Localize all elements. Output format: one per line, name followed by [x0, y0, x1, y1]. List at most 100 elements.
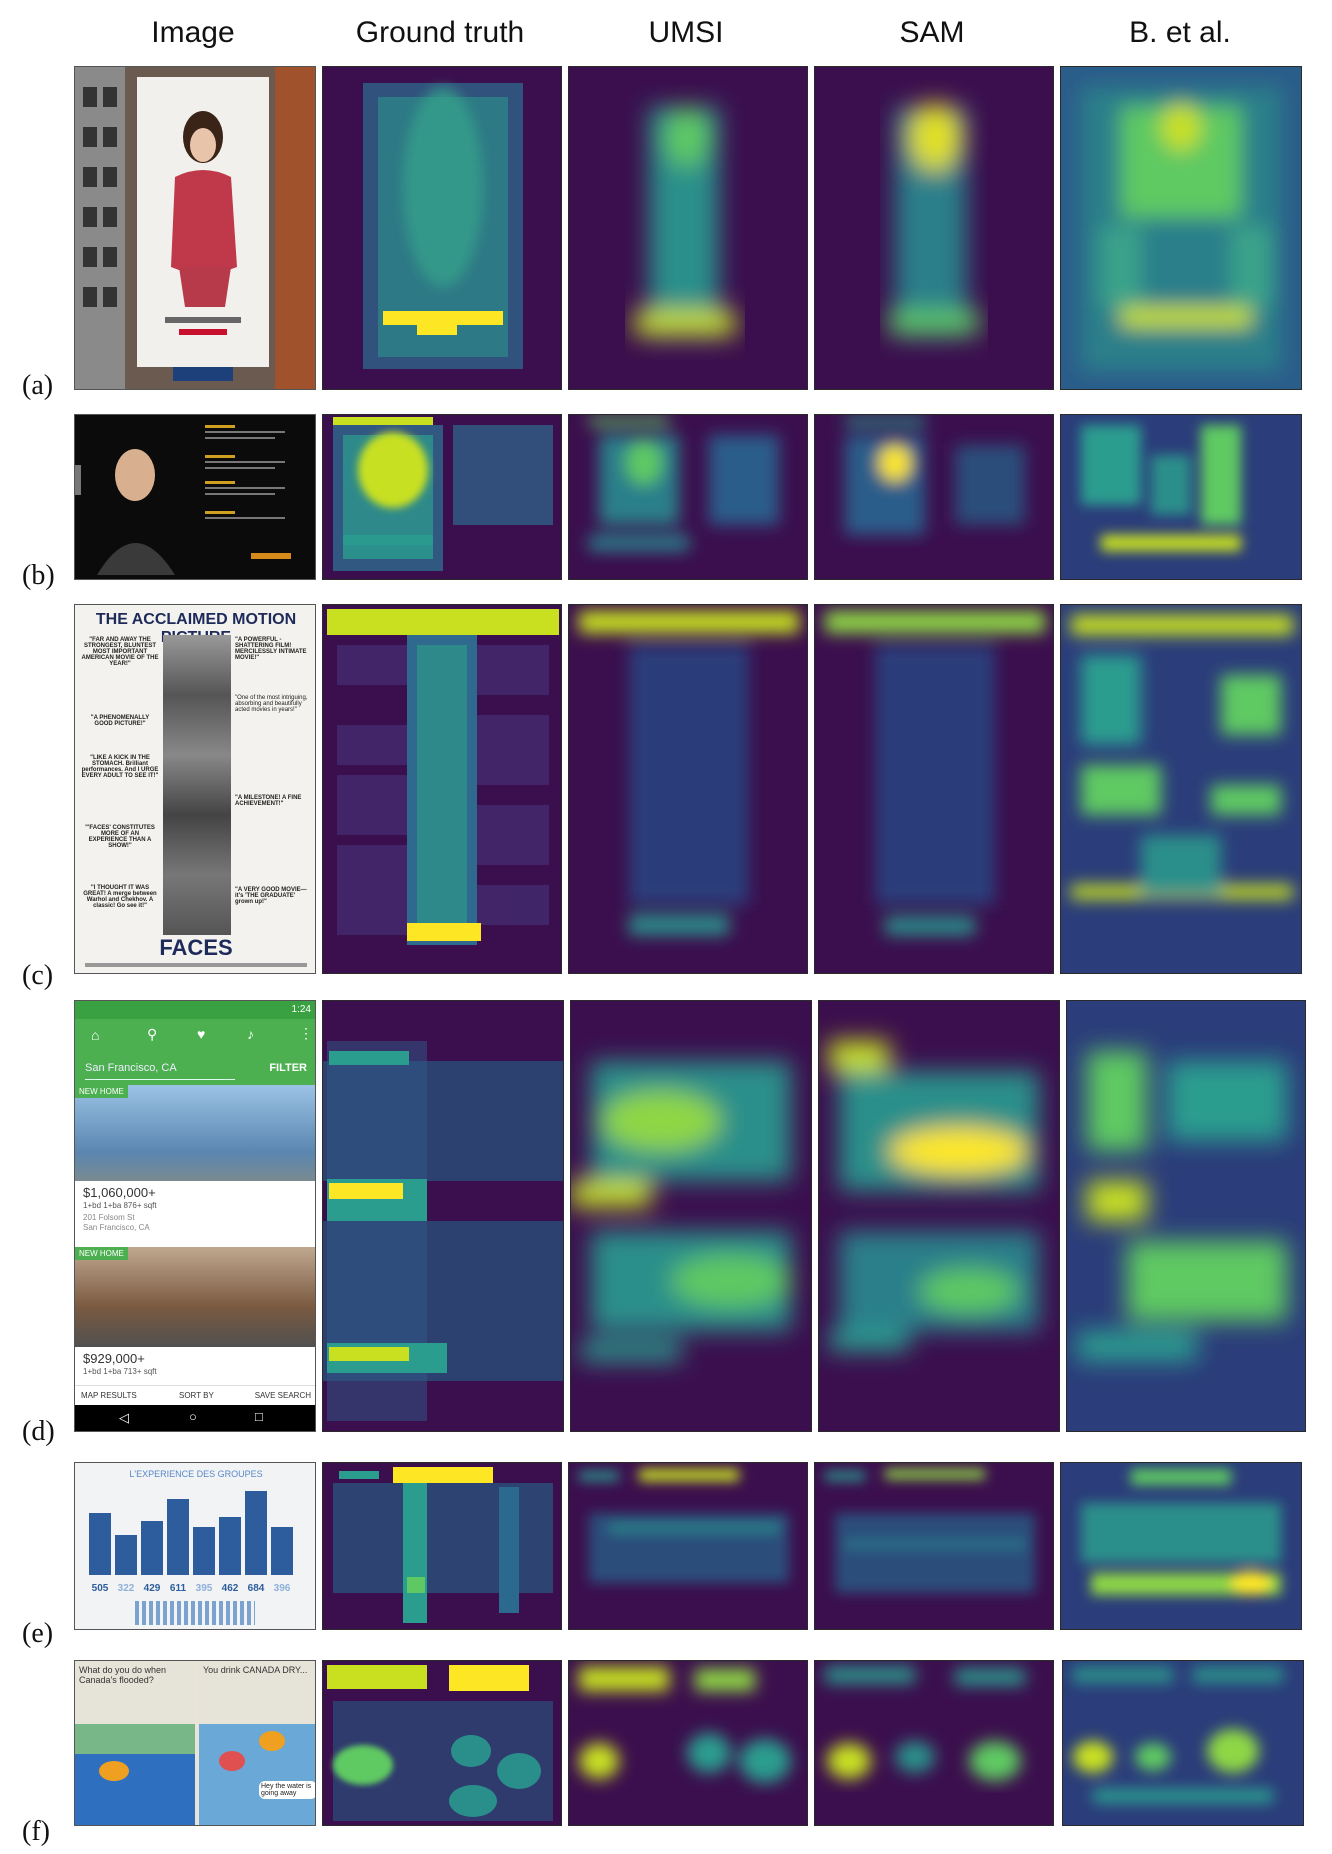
- group-count: 505: [91, 1583, 109, 1594]
- infographic-numbers: 505 322 429 611 395 462 684 396: [87, 1583, 307, 1597]
- poster-credits: [85, 963, 307, 967]
- heatmap-d-sam: [818, 1000, 1060, 1432]
- poster-quote-left-3: "LIKE A KICK IN THE STOMACH. Brilliant p…: [81, 755, 159, 779]
- android-nav-bar: ◁ ○ □: [75, 1405, 315, 1431]
- filter-button[interactable]: FILTER: [269, 1062, 307, 1074]
- listing-specs-1: 1+bd 1+ba 876+ sqft: [83, 1201, 157, 1210]
- heatmap-c-umsi: [568, 604, 808, 974]
- column-header-ground-truth: Ground truth: [355, 16, 525, 49]
- heatmap-f-ground-truth: [322, 1660, 562, 1826]
- heatmap-a-ground-truth: [322, 66, 562, 390]
- location-input[interactable]: San Francisco, CA: [85, 1062, 177, 1074]
- column-header-umsi: UMSI: [648, 16, 724, 49]
- recents-icon[interactable]: □: [255, 1409, 263, 1424]
- group-count: 611: [169, 1583, 187, 1594]
- row-label-c: (c): [22, 960, 54, 991]
- heatmap-d-umsi: [570, 1000, 812, 1432]
- new-home-badge-2: NEW HOME: [75, 1247, 128, 1260]
- heatmap-b-sam: [814, 414, 1054, 580]
- column-header-b-et-al: B. et al.: [1129, 16, 1231, 49]
- row-label-d: (d): [22, 1416, 55, 1447]
- bottom-actions: MAP RESULTS SORT BY SAVE SEARCH: [75, 1385, 315, 1406]
- more-icon[interactable]: ⋮: [299, 1025, 313, 1041]
- search-bar: San Francisco, CA FILTER: [75, 1053, 315, 1085]
- new-home-badge-1: NEW HOME: [75, 1085, 128, 1098]
- status-time: 1:24: [291, 1004, 311, 1015]
- listing-price-2: $929,000+: [83, 1351, 145, 1366]
- row-label-e: (e): [22, 1618, 54, 1649]
- heatmap-a-sam: [814, 66, 1054, 390]
- heart-icon[interactable]: ♥: [197, 1026, 206, 1042]
- listing-address-1: 201 Folsom St: [83, 1213, 135, 1222]
- infographic-title: L'EXPERIENCE DES GROUPES: [129, 1469, 263, 1479]
- image-e-infographic: L'EXPERIENCE DES GROUPES 505 322 429 611…: [74, 1462, 316, 1630]
- save-search-button[interactable]: SAVE SEARCH: [254, 1391, 311, 1400]
- column-header-image: Image: [151, 16, 235, 49]
- heatmap-a-b-et-al: [1060, 66, 1302, 390]
- poster-quote-right-2: "One of the most intriguing, absorbing a…: [235, 695, 308, 713]
- infographic-bar: [271, 1527, 293, 1575]
- heatmap-a-umsi: [568, 66, 808, 390]
- heatmap-b-b-et-al: [1060, 414, 1302, 580]
- comic-right-caption: You drink CANADA DRY...: [203, 1665, 308, 1675]
- comic-speech-bubble: Hey the water is going away: [259, 1781, 315, 1799]
- sort-by-button[interactable]: SORT BY: [179, 1391, 214, 1400]
- heatmap-e-sam: [814, 1462, 1054, 1630]
- listing-price-1: $1,060,000+: [83, 1185, 156, 1200]
- poster-photo-strip: [163, 635, 231, 935]
- home-circle-icon[interactable]: ○: [189, 1409, 197, 1424]
- fish-icon: [259, 1731, 285, 1751]
- listing-photo-1[interactable]: NEW HOME: [75, 1085, 315, 1181]
- column-header-sam: SAM: [899, 16, 965, 49]
- heatmap-d-ground-truth: [322, 1000, 564, 1432]
- heatmap-e-b-et-al: [1060, 1462, 1302, 1630]
- image-f-comic: What do you do when Canada's flooded? Yo…: [74, 1660, 316, 1826]
- infographic-bar: [193, 1527, 215, 1575]
- listing-city-1: San Francisco, CA: [83, 1223, 150, 1232]
- image-d-mobile-app: 1:24 ⌂ ⚲ ♥ ♪ ⋮ San Francisco, CA FILTER …: [74, 1000, 316, 1432]
- infographic-bar: [115, 1535, 137, 1575]
- listing-specs-2: 1+bd 1+ba 713+ sqft: [83, 1367, 157, 1376]
- infographic-bar: [141, 1521, 163, 1575]
- group-count: 462: [221, 1583, 239, 1594]
- group-count: 396: [273, 1583, 291, 1594]
- group-count: 684: [247, 1583, 265, 1594]
- infographic-bars: [75, 1483, 315, 1593]
- map-results-button[interactable]: MAP RESULTS: [81, 1391, 137, 1400]
- poster-quote-right-3: "A MILESTONE! A FINE ACHIEVEMENT!": [235, 795, 302, 807]
- poster-quote-left-2: "A PHENOMENALLY GOOD PICTURE!": [90, 715, 150, 727]
- app-toolbar: ⌂ ⚲ ♥ ♪ ⋮: [75, 1019, 315, 1053]
- image-a-billboard: [74, 66, 316, 390]
- poster-quote-left-1: "FAR AND AWAY THE STRONGEST, BLUNTEST MO…: [81, 637, 159, 667]
- poster-quote-right-1: "A POWERFUL - SHATTERING FILM! MERCILESS…: [235, 637, 307, 661]
- poster-title: FACES: [159, 935, 233, 960]
- fish-icon: [99, 1761, 129, 1781]
- heatmap-e-umsi: [568, 1462, 808, 1630]
- row-label-f: (f): [22, 1816, 50, 1847]
- listing-photo-2[interactable]: NEW HOME: [75, 1247, 315, 1347]
- image-b-webpage: [74, 414, 316, 580]
- drop-icons: [135, 1601, 255, 1625]
- heatmap-e-ground-truth: [322, 1462, 562, 1630]
- search-underline: [85, 1079, 235, 1080]
- home-icon[interactable]: ⌂: [91, 1027, 100, 1043]
- comic-left-caption: What do you do when Canada's flooded?: [79, 1665, 167, 1685]
- heatmap-c-sam: [814, 604, 1054, 974]
- comic-panel-right: You drink CANADA DRY... Hey the water is…: [199, 1661, 315, 1825]
- poster-quote-left-5: "I THOUGHT IT WAS GREAT! A merge between…: [83, 885, 157, 909]
- status-bar: 1:24: [75, 1001, 315, 1019]
- infographic-bar: [89, 1513, 111, 1575]
- group-count: 429: [143, 1583, 161, 1594]
- infographic-bar: [167, 1499, 189, 1575]
- heatmap-f-umsi: [568, 1660, 808, 1826]
- back-icon[interactable]: ◁: [119, 1410, 129, 1425]
- infographic-bar: [245, 1491, 267, 1575]
- group-count: 322: [117, 1583, 135, 1594]
- poster-quote-right-4: "A VERY GOOD MOVIE— it's 'THE GRADUATE' …: [235, 887, 307, 905]
- fish-icon: [219, 1751, 245, 1771]
- bell-icon[interactable]: ♪: [247, 1026, 254, 1042]
- heatmap-c-ground-truth: [322, 604, 562, 974]
- heatmap-b-umsi: [568, 414, 808, 580]
- search-icon[interactable]: ⚲: [147, 1026, 158, 1042]
- poster-quote-left-4: "'FACES' CONSTITUTES MORE OF AN EXPERIEN…: [85, 825, 155, 849]
